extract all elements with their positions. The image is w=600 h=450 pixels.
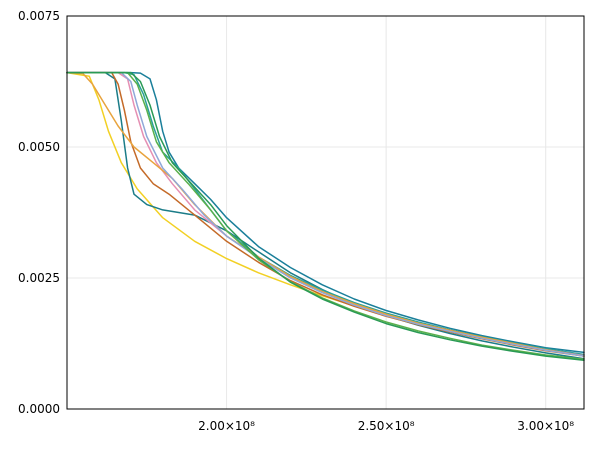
x-tick-label: 2.50×10⁸ [358,419,415,433]
x-tick-label: 3.00×10⁸ [517,419,574,433]
series-line-10 [66,71,585,362]
y-tick-label: 0.0050 [18,140,60,154]
series-line-7 [66,71,585,357]
series-line-4 [66,71,585,356]
series-line-5 [66,71,585,357]
y-tick-label: 0.0075 [18,9,60,23]
series-line-2 [66,71,585,357]
series-line-3 [66,71,585,360]
series-lines [66,71,585,362]
series-line-9 [66,71,585,360]
y-tick-label: 0.0000 [18,402,60,416]
tick-labels: 2.00×10⁸ 2.50×10⁸ 3.00×10⁸ 0.0000 0.0025 0.00… [18,9,574,433]
series-line-6 [66,71,585,357]
plot-frame [66,15,585,410]
x-tick-label: 2.00×10⁸ [198,419,255,433]
y-tick-label: 0.0025 [18,271,60,285]
series-line-8 [66,71,585,357]
series-line-1 [66,71,585,354]
